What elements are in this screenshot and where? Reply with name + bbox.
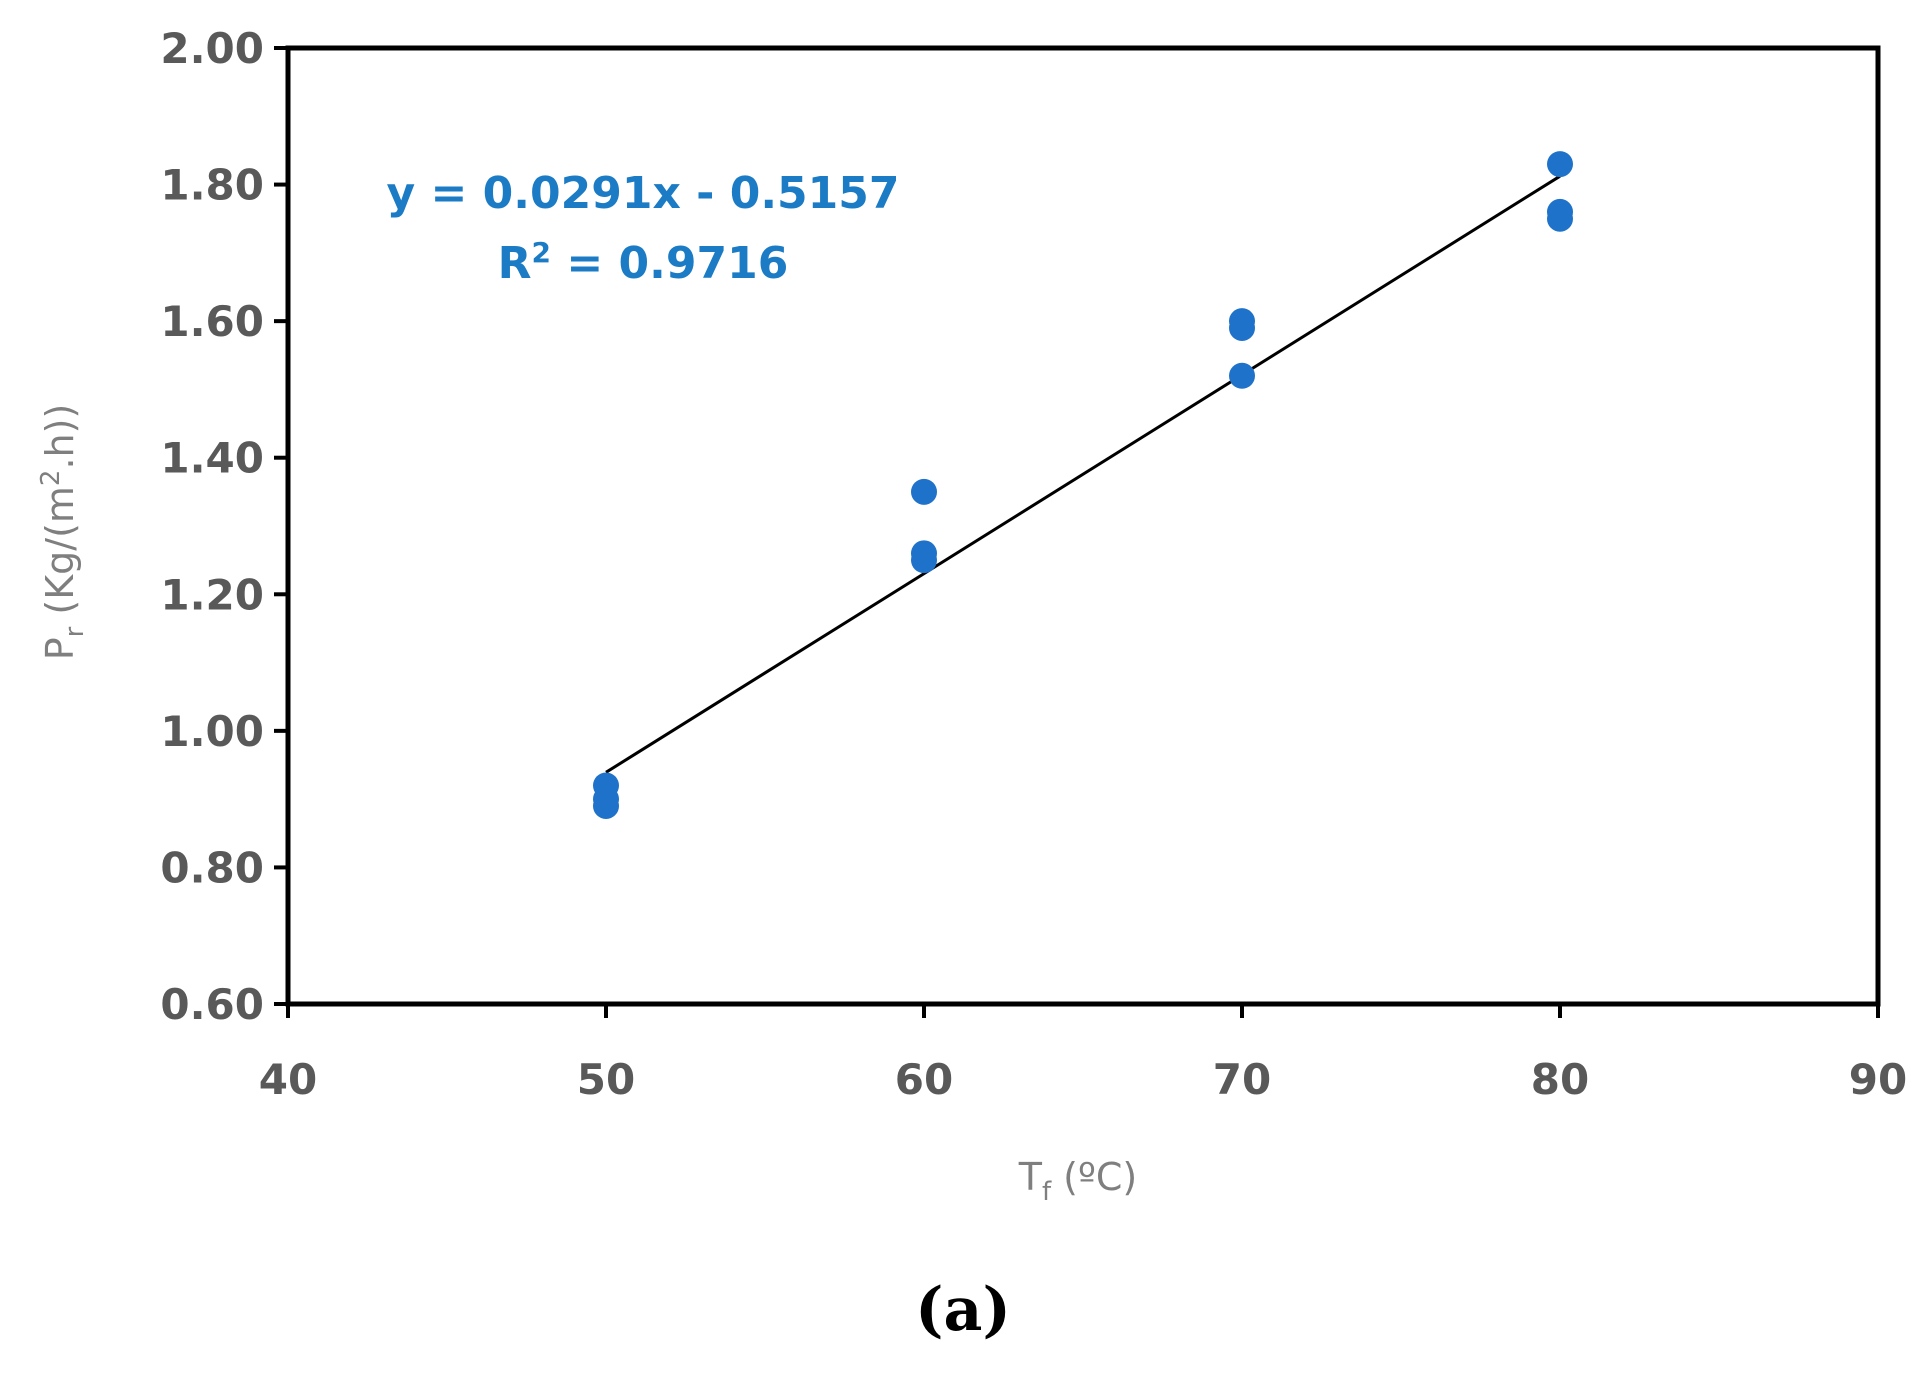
x-tick-label: 60 [895, 1055, 953, 1104]
x-axis-title: Tf (ºC) [1018, 1155, 1138, 1207]
y-axis-title-unit-part1: (Kg/(m [38, 486, 82, 627]
plot-area-border [285, 45, 1881, 1007]
y-tick-label: 2.00 [160, 24, 264, 73]
y-tick-label: 1.20 [160, 570, 264, 619]
y-tick-label: 1.60 [160, 297, 264, 346]
data-point [593, 792, 619, 819]
y-tick-label: 0.60 [160, 980, 264, 1029]
y-axis-title-subscript: r [60, 626, 90, 637]
y-axis-title-superscript: 2 [36, 470, 66, 487]
y-axis-title-main: P [38, 637, 82, 660]
y-tick-label: 0.80 [160, 843, 264, 892]
x-tick-label: 90 [1849, 1055, 1907, 1104]
x-tick-label: 50 [577, 1055, 635, 1104]
y-tick-label: 1.40 [160, 434, 264, 483]
x-axis-title-subscript: f [1042, 1177, 1052, 1207]
data-point [911, 478, 937, 505]
x-tick-label: 80 [1531, 1055, 1589, 1104]
x-axis-title-unit: (ºC) [1051, 1155, 1137, 1199]
y-tick-label: 1.00 [160, 707, 264, 756]
r-squared-value: = 0.9716 [551, 238, 788, 289]
figure-caption: (a) [915, 1275, 1011, 1345]
y-axis-title: Pr (Kg/(m2.h)) [36, 404, 90, 661]
r-squared-prefix: R [498, 238, 532, 289]
data-point [1229, 362, 1255, 389]
x-axis-tick-marks [286, 1004, 1880, 1018]
data-point [911, 547, 937, 574]
y-axis-tick-marks [274, 46, 288, 1006]
x-tick-label: 70 [1213, 1055, 1271, 1104]
data-point [1229, 314, 1255, 341]
r-squared-label: R2 = 0.9716 [498, 236, 789, 289]
x-tick-label: 40 [259, 1055, 317, 1104]
data-points [593, 151, 1573, 819]
y-axis-tick-labels: 0.60 0.80 1.00 1.20 1.40 1.60 1.80 2.00 [160, 24, 264, 1029]
data-point [1547, 205, 1573, 232]
x-axis-tick-labels: 40 50 60 70 80 90 [259, 1055, 1907, 1104]
y-tick-label: 1.80 [160, 161, 264, 210]
x-axis-title-main: T [1018, 1155, 1043, 1199]
trendline [605, 174, 1561, 774]
data-point [1547, 151, 1573, 178]
trendline-equation: y = 0.0291x - 0.5157 [386, 168, 899, 219]
y-axis-title-unit-part2: .h)) [38, 404, 82, 470]
r-squared-superscript: 2 [532, 236, 551, 269]
